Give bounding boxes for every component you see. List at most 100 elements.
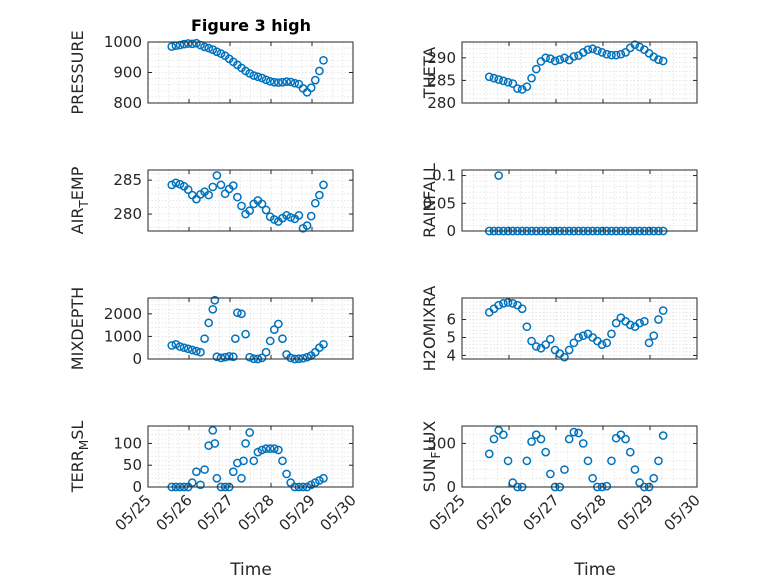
subplot-h2omixra: 456 H2OMIXRA xyxy=(420,286,698,372)
data-point xyxy=(175,342,185,351)
data-point xyxy=(196,480,205,490)
data-point xyxy=(555,55,565,64)
data-point xyxy=(319,339,328,349)
data-point xyxy=(319,55,328,65)
y-tick-label: 500 xyxy=(427,434,456,452)
x-tick-label: 05/28 xyxy=(567,491,610,534)
x-tick-label: 05/27 xyxy=(520,491,563,534)
axes-box xyxy=(461,425,698,488)
y-axis-label-part: LUX xyxy=(420,421,439,452)
data-point xyxy=(517,85,527,94)
data-point xyxy=(183,185,193,195)
data-point xyxy=(233,308,242,318)
y-tick-label: 285 xyxy=(427,71,456,89)
figure-title: Figure 3 high xyxy=(191,16,311,35)
data-point xyxy=(278,77,287,87)
y-tick-label: 50 xyxy=(123,456,142,474)
data-point xyxy=(536,434,546,444)
data-point xyxy=(253,72,263,82)
data-point xyxy=(249,456,259,466)
data-point xyxy=(531,64,541,74)
plot-area xyxy=(462,426,697,487)
y-axis-label-part: THETA xyxy=(420,47,439,99)
x-tick-label: 05/28 xyxy=(235,491,278,534)
subplot-pressure: 800 900 1000 PRESSURE xyxy=(68,30,354,115)
y-axis-label-part: EMP xyxy=(68,166,87,200)
data-point xyxy=(574,333,583,342)
y-axis-label-part: H2OMIXRA xyxy=(420,286,439,372)
data-point xyxy=(286,213,296,222)
data-point xyxy=(298,353,308,363)
data-point xyxy=(192,346,201,356)
data-point xyxy=(503,298,513,307)
data-point xyxy=(257,445,267,455)
data-point xyxy=(616,430,626,440)
axes-box xyxy=(147,169,354,232)
data-point xyxy=(192,38,201,48)
data-point xyxy=(302,352,312,362)
data-point xyxy=(583,45,593,55)
data-point xyxy=(274,78,283,87)
data-point xyxy=(257,199,267,209)
data-point xyxy=(508,299,518,308)
data-point xyxy=(630,465,640,474)
data-point xyxy=(204,318,214,328)
data-point xyxy=(274,319,283,329)
data-point xyxy=(315,66,324,76)
y-tick-label: 290 xyxy=(427,49,456,67)
y-tick-label: 4 xyxy=(446,346,456,364)
data-point xyxy=(167,42,177,51)
data-point xyxy=(597,48,607,57)
data-point xyxy=(212,473,222,483)
data-point xyxy=(220,352,230,362)
data-point xyxy=(531,342,541,351)
data-point xyxy=(527,336,536,346)
data-point xyxy=(204,190,214,200)
data-point xyxy=(569,427,579,437)
data-point xyxy=(282,211,291,220)
data-point xyxy=(249,71,259,80)
data-point xyxy=(541,447,551,457)
y-axis-label: MIXDEPTH xyxy=(68,287,87,370)
y-tick-label: 1000 xyxy=(104,327,142,345)
x-tick-label: 05/25 xyxy=(112,491,155,534)
data-point xyxy=(550,56,560,66)
data-point xyxy=(261,205,271,215)
y-tick-label: 0 xyxy=(132,478,142,496)
data-point xyxy=(644,338,654,348)
y-axis-label: SUNFLUX xyxy=(420,421,443,493)
data-point xyxy=(233,192,242,202)
data-point xyxy=(602,49,612,59)
y-axis-label: AIRTEMP xyxy=(68,166,91,234)
data-point xyxy=(611,50,621,60)
data-point xyxy=(658,306,668,315)
data-point xyxy=(237,201,246,211)
data-point xyxy=(569,338,579,348)
data-point xyxy=(210,295,220,305)
data-point xyxy=(269,444,279,454)
y-tick-label: 0 xyxy=(132,350,142,368)
data-point xyxy=(216,180,226,190)
data-point xyxy=(257,73,267,83)
data-point xyxy=(541,53,551,63)
data-point xyxy=(649,473,659,483)
y-tick-label: 800 xyxy=(113,94,142,112)
axes-box xyxy=(461,169,698,232)
axes-box xyxy=(147,297,354,360)
data-point xyxy=(171,178,181,188)
data-point xyxy=(527,73,536,83)
data-point xyxy=(192,467,201,477)
data-point xyxy=(216,49,226,58)
data-point xyxy=(508,79,518,88)
data-point xyxy=(489,73,499,83)
data-point xyxy=(179,39,189,49)
marker-series xyxy=(484,40,668,94)
data-point xyxy=(607,329,616,339)
y-axis-label: H2OMIXRA xyxy=(420,286,439,372)
data-point xyxy=(212,352,222,362)
data-point xyxy=(278,334,287,344)
data-point xyxy=(654,55,663,64)
data-point xyxy=(489,434,499,444)
data-point xyxy=(187,345,197,355)
